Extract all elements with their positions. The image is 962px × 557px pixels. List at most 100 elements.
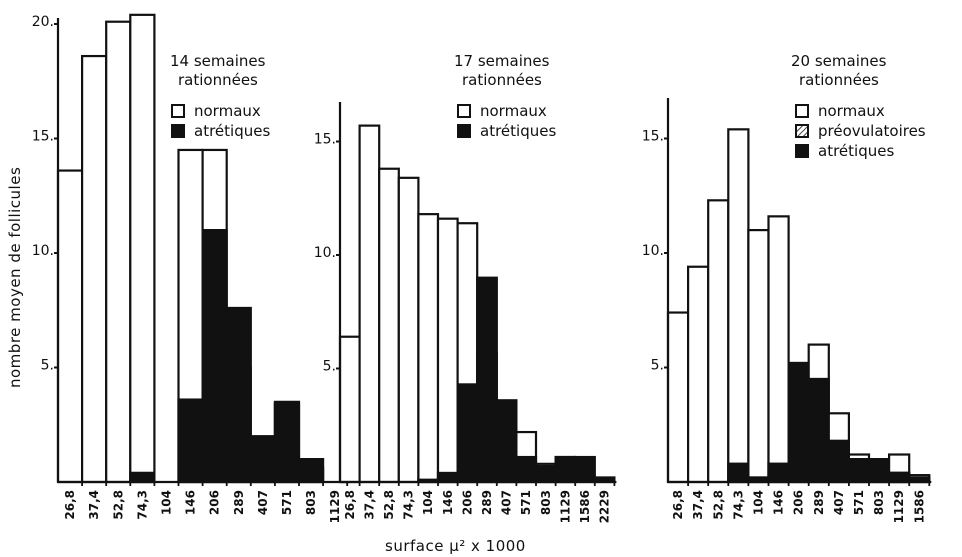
panel-title: rationnées [178, 71, 258, 89]
bar-normaux-52,8 [105, 20, 132, 484]
x-tick-label: 289 [480, 490, 494, 515]
bar-normaux-26,8 [56, 169, 84, 484]
bar-atrétiques-206 [201, 229, 228, 484]
x-tick-label: 803 [304, 490, 318, 515]
x-tick-label: 571 [519, 490, 533, 515]
x-tick-label: 104 [421, 490, 435, 515]
bar-atrétiques-146 [177, 398, 204, 484]
bar-atrétiques-803 [534, 465, 557, 484]
x-tick-label: 1586 [578, 490, 592, 523]
bar-atrétiques-74,3 [727, 462, 750, 484]
bar-atrétiques-289 [225, 306, 252, 484]
x-tick-label: 1129 [558, 490, 572, 523]
bar-normaux-104 [747, 229, 770, 484]
x-tick-label: 289 [812, 490, 826, 515]
bar-atrétiques-803 [867, 458, 891, 484]
legend-swatch-normaux [457, 104, 471, 118]
x-tick-label: 289 [232, 490, 246, 515]
bar-normaux-146 [436, 217, 459, 484]
x-tick-label: 1129 [328, 490, 342, 523]
x-tick-label: 52,8 [111, 490, 125, 520]
x-tick-label: 2229 [598, 490, 612, 523]
bar-atrétiques-1586 [574, 455, 596, 484]
legend-label: normaux [480, 102, 547, 120]
legend-swatch-atrétiques [457, 124, 471, 138]
x-tick-label: 206 [208, 490, 222, 515]
legend-label: préovulatoires [818, 122, 926, 140]
x-tick-label: 206 [460, 490, 474, 515]
y-tick-label: 15. [32, 129, 54, 145]
legend-swatch-atrétiques [795, 144, 809, 158]
bar-atrétiques-803 [297, 458, 325, 484]
x-tick-label: 571 [852, 490, 866, 515]
bar-atrétiques-289 [476, 276, 498, 484]
bar-normaux-74,3 [129, 13, 156, 484]
bar-atrétiques-1129 [887, 471, 911, 484]
x-tick-label: 74,3 [135, 490, 149, 520]
legend-label: normaux [818, 102, 885, 120]
x-tick-label: 26,8 [671, 490, 685, 520]
x-tick-label: 146 [441, 490, 455, 515]
panel-title: 17 semaines [454, 52, 550, 70]
legend-swatch-préovulatoires [795, 124, 809, 138]
bar-atrétiques-571 [273, 400, 301, 484]
x-tick-label: 1129 [892, 490, 906, 523]
y-tick-label: 5. [651, 358, 664, 374]
x-tick-label: 26,8 [63, 490, 77, 520]
x-tick-label: 37,4 [691, 490, 705, 520]
bar-normaux-26,8 [666, 311, 690, 484]
bar-atrétiques-206 [456, 383, 479, 484]
x-tick-label: 803 [539, 490, 553, 515]
y-tick-label: 15. [314, 132, 336, 148]
x-tick-label: 571 [280, 490, 294, 515]
bar-normaux-146 [767, 215, 790, 484]
x-tick-label: 37,4 [87, 490, 101, 520]
x-tick-label: 407 [832, 490, 846, 515]
bar-normaux-37,4 [80, 54, 108, 484]
x-tick-label: 146 [772, 490, 786, 515]
bar-atrétiques-571 [847, 458, 871, 484]
y-tick-label: 15. [642, 129, 664, 145]
x-tick-label: 104 [751, 490, 765, 515]
bar-atrétiques-407 [495, 399, 518, 484]
x-tick-label: 26,8 [343, 490, 357, 520]
y-tick-label: 10. [314, 245, 336, 261]
bar-atrétiques-206 [787, 361, 810, 484]
x-tick-label: 146 [184, 490, 198, 515]
bar-normaux-52,8 [378, 167, 400, 484]
legend-label: normaux [194, 102, 261, 120]
y-axis-label: nombre moyen de follicules [6, 167, 24, 388]
chart-panels: 5. 10. 15. 20. 26,8 37,4 52,8 74,3 104 146 206 289 4… [32, 13, 932, 523]
bar-normaux-37,4 [686, 265, 710, 484]
x-tick-label: 104 [159, 490, 173, 515]
x-tick-label: 37,4 [362, 490, 376, 520]
panel-title: rationnées [462, 71, 542, 89]
bar-atrétiques-289 [807, 377, 830, 484]
panel-title: 14 semaines [170, 52, 266, 70]
x-tick-label: 74,3 [731, 490, 745, 520]
panel-title: rationnées [799, 71, 879, 89]
y-tick-label: 10. [642, 243, 664, 259]
chart-panel-3: 5. 10. 15. 26,8 37,4 52,8 74,3 104 146 206 289 407 5… [642, 52, 932, 523]
x-tick-label: 1586 [912, 490, 926, 523]
bar-normaux-37,4 [358, 124, 381, 484]
panel-title: 20 semaines [791, 52, 887, 70]
x-tick-label: 803 [872, 490, 886, 515]
x-tick-label: 52,8 [711, 490, 725, 520]
x-axis-label: surface µ² x 1000 [385, 537, 526, 555]
bar-atrétiques-407 [827, 439, 850, 484]
y-tick-label: 5. [41, 358, 54, 374]
y-tick-label: 10. [32, 243, 54, 259]
legend-label: atrétiques [194, 122, 270, 140]
chart-panel-1: 5. 10. 15. 20. 26,8 37,4 52,8 74,3 104 146 206 289 4… [32, 13, 350, 523]
legend-swatch-atrétiques [171, 124, 185, 138]
x-tick-label: 407 [256, 490, 270, 515]
bar-atrétiques-146 [767, 462, 790, 484]
y-tick-label: 20. [32, 14, 54, 30]
x-tick-label: 407 [500, 490, 514, 515]
y-tick-label: 5. [323, 359, 336, 375]
bar-atrétiques-571 [515, 455, 538, 484]
legend-swatch-normaux [171, 104, 185, 118]
x-tick-label: 52,8 [382, 490, 396, 520]
